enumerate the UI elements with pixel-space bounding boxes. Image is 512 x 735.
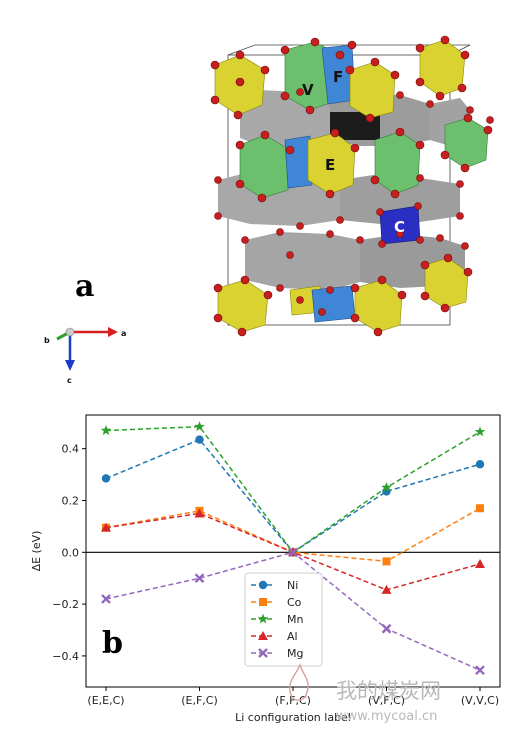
data-point-mn [194, 421, 205, 432]
data-point-mg [194, 573, 205, 584]
site-label-e: E [325, 156, 335, 174]
x-tick-label: (F,F,C) [275, 694, 311, 707]
data-point-mg [381, 623, 392, 634]
chart-legend: Ni Co Mn Al Mg [244, 572, 323, 667]
data-point-al [194, 508, 205, 518]
x-axis-title: Li configuration label [235, 711, 351, 724]
legend-box [244, 572, 323, 667]
data-point-mn [474, 426, 486, 437]
x-stroke [258, 648, 268, 658]
x-tick-label: (E,E,C) [87, 694, 124, 707]
crystal-structure-figure: V F E C a a b c [44, 35, 494, 385]
site-label-f: F [333, 68, 343, 86]
data-point-ni [195, 435, 204, 444]
y-tick-label: 0.4 [62, 443, 80, 456]
legend-label: Mg [287, 647, 303, 660]
legend-item-ni: Ni [251, 579, 298, 592]
y-tick-label: 0.0 [62, 546, 80, 559]
watermark-cn: 我的煤炭网 [336, 679, 441, 703]
panel-letter-b: b [102, 626, 123, 661]
axes-triad: a b c [44, 327, 126, 385]
series-line-ni [105, 438, 481, 554]
data-point-mg [288, 547, 298, 558]
legend-marker [259, 598, 267, 606]
oxygen-atoms [210, 35, 494, 337]
data-point-mn [381, 482, 392, 492]
data-point-mn [100, 425, 112, 435]
data-point-al [381, 584, 392, 594]
x-stroke [288, 547, 298, 558]
legend-label: Co [287, 596, 302, 609]
legend-label: Mn [287, 613, 303, 626]
legend-item-co: Co [251, 596, 302, 609]
data-point-mg [475, 665, 485, 676]
axis-label-a: a [121, 329, 126, 338]
legend-marker [258, 648, 268, 658]
data-point-mg [101, 594, 111, 604]
y-axis-title: ΔE (eV) [30, 531, 43, 572]
x-stroke [475, 665, 485, 676]
panel-letter-a: a [75, 269, 94, 304]
energy-line-chart: 0.4 0.2 0.0 −0.2 −0.4 (E,E,C) (E,F,C) (F,F,C) (V… [30, 414, 501, 724]
legend-label: Ni [287, 579, 298, 592]
data-point-co [476, 504, 484, 513]
series-line-mn [105, 425, 481, 554]
watermark-url: www.mycoal.cn [336, 709, 437, 724]
watermark: 我的煤炭网 www.mycoal.cn [289, 662, 441, 724]
chart-axes: 0.4 0.2 0.0 −0.2 −0.4 (E,E,C) (E,F,C) (F,F,C) (V… [30, 414, 501, 724]
data-point-ni [101, 474, 111, 483]
chart-series [100, 421, 486, 676]
series-mn [100, 421, 486, 557]
series-mg [101, 547, 485, 676]
x-tick-label: (V,F,C) [368, 694, 405, 707]
axis-label-b: b [44, 336, 50, 345]
data-point-al [475, 558, 485, 568]
x-stroke [101, 594, 111, 604]
site-label-v: V [302, 81, 314, 99]
legend-marker [257, 613, 269, 624]
x-stroke [381, 623, 392, 634]
site-label-c: C [394, 218, 405, 236]
x-tick-label: (V,V,C) [461, 694, 499, 707]
crystal-structure-panel: V F E C a a b c [44, 35, 494, 385]
legend-item-mg: Mg [251, 647, 303, 660]
y-tick-label: −0.4 [52, 650, 79, 663]
x-stroke [194, 573, 205, 584]
data-point-al [101, 522, 111, 532]
energy-chart-panel: 0.4 0.2 0.0 −0.2 −0.4 (E,E,C) (E,F,C) (F,F,C) (V… [0, 395, 512, 731]
y-tick-label: −0.2 [52, 598, 79, 611]
data-point-ni [475, 460, 485, 469]
axis-label-c: c [67, 376, 72, 385]
x-tick-label: (E,F,C) [181, 694, 218, 707]
legend-item-al: Al [251, 630, 298, 643]
y-tick-label: 0.2 [62, 494, 80, 507]
data-point-co [382, 557, 391, 566]
legend-item-mn: Mn [251, 613, 303, 626]
legend-label: Al [287, 630, 298, 643]
legend-marker [258, 580, 268, 590]
legend-marker [258, 631, 268, 640]
